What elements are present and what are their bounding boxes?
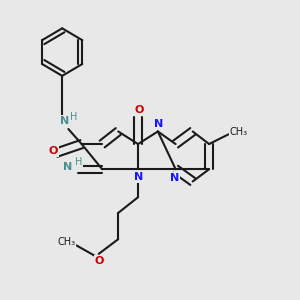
Text: H: H: [75, 157, 82, 166]
Text: CH₃: CH₃: [230, 127, 248, 137]
Text: N: N: [154, 119, 163, 130]
Text: H: H: [70, 112, 78, 122]
Text: N: N: [63, 163, 73, 172]
Text: O: O: [49, 146, 58, 156]
Text: N: N: [134, 172, 143, 182]
Text: CH₃: CH₃: [57, 237, 75, 247]
Text: N: N: [60, 116, 69, 126]
Text: O: O: [95, 256, 104, 266]
Text: O: O: [134, 105, 143, 115]
Text: N: N: [169, 172, 179, 183]
